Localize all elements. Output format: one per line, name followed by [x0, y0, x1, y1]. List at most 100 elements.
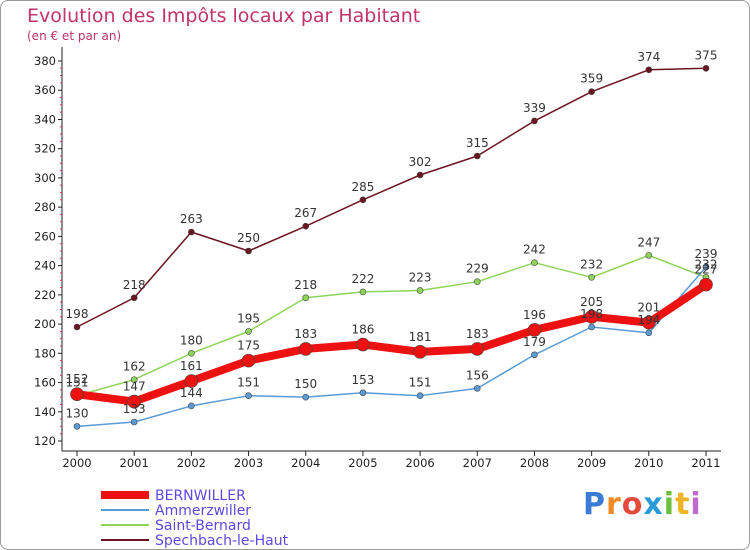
- data-point: [302, 294, 310, 302]
- data-label: 315: [466, 136, 489, 150]
- data-point: [527, 323, 542, 337]
- data-label: 339: [523, 101, 546, 115]
- x-tick-label: 2001: [120, 456, 149, 470]
- data-label: 263: [180, 212, 203, 226]
- data-label: 153: [351, 373, 374, 387]
- data-label: 130: [66, 406, 89, 420]
- data-point: [70, 387, 84, 402]
- data-label: 242: [523, 243, 546, 257]
- x-tick-label: 2010: [634, 456, 663, 470]
- data-point: [245, 392, 252, 399]
- data-point: [699, 277, 713, 292]
- data-point: [127, 394, 141, 409]
- logo-letter: x: [643, 487, 664, 522]
- y-tick-label: 120: [34, 434, 56, 448]
- data-label: 180: [180, 333, 203, 347]
- y-tick-label: 180: [34, 346, 56, 360]
- legend-label: Saint-Bernard: [155, 518, 251, 534]
- chart-subtitle: (en € et par an): [27, 29, 122, 43]
- data-point: [188, 350, 195, 357]
- legend-label: BERNWILLER: [155, 488, 246, 504]
- y-tick-label: 320: [34, 142, 56, 156]
- data-label: 247: [637, 235, 660, 249]
- data-label: 239: [695, 247, 718, 261]
- data-label: 285: [351, 180, 374, 194]
- x-tick-label: 2005: [348, 456, 377, 470]
- data-point: [531, 351, 538, 359]
- data-label: 196: [523, 308, 546, 322]
- y-tick-label: 240: [34, 259, 56, 273]
- data-label: 147: [123, 380, 146, 394]
- data-point: [245, 328, 252, 335]
- data-label: 374: [637, 50, 660, 64]
- legend-label: Spechbach-le-Haut: [155, 533, 289, 549]
- data-label: 302: [409, 155, 432, 169]
- chart-title: Evolution des Impôts locaux par Habitant: [27, 5, 421, 27]
- data-label: 175: [237, 339, 260, 353]
- data-label: 144: [180, 386, 203, 400]
- data-label: 183: [294, 327, 317, 341]
- data-point: [184, 374, 199, 388]
- y-tick-label: 160: [34, 376, 56, 390]
- logo-letter: r: [606, 487, 622, 522]
- x-tick-label: 2000: [62, 456, 91, 470]
- data-point: [188, 402, 195, 410]
- data-point: [470, 342, 485, 356]
- data-label: 198: [580, 307, 603, 321]
- data-label: 229: [466, 262, 489, 276]
- data-label: 223: [409, 270, 432, 284]
- data-label: 222: [351, 272, 374, 286]
- data-point: [416, 392, 424, 399]
- data-label: 227: [695, 263, 718, 277]
- x-tick-label: 2007: [463, 456, 492, 470]
- logo-letter: P: [583, 487, 606, 522]
- data-label: 359: [580, 72, 603, 86]
- y-tick-label: 280: [34, 200, 56, 214]
- data-point: [413, 345, 427, 359]
- data-point: [416, 171, 424, 179]
- data-label: 133: [123, 402, 146, 416]
- y-tick-label: 200: [34, 317, 56, 331]
- data-label: 186: [351, 323, 374, 337]
- data-label: 267: [294, 206, 317, 220]
- x-tick-label: 2006: [405, 456, 434, 470]
- logo-letter: i: [690, 487, 702, 522]
- data-point: [130, 418, 138, 426]
- data-label: 156: [466, 368, 489, 382]
- data-point: [588, 274, 595, 281]
- data-label: 250: [237, 231, 260, 245]
- data-point: [702, 65, 710, 72]
- y-tick-label: 380: [34, 54, 56, 68]
- data-point: [584, 309, 599, 324]
- logo-letter: t: [675, 487, 691, 522]
- data-label: 218: [123, 278, 146, 292]
- data-label: 198: [66, 307, 89, 321]
- data-point: [188, 228, 195, 236]
- y-tick-label: 340: [34, 112, 56, 126]
- legend-label: Ammerzwiller: [155, 503, 251, 519]
- series-line-ammerzwiller: [76, 266, 707, 428]
- data-point: [416, 287, 424, 294]
- data-point: [359, 196, 367, 204]
- data-point: [356, 337, 370, 352]
- data-label: 205: [580, 295, 603, 309]
- data-point: [702, 263, 710, 271]
- data-label: 151: [237, 376, 260, 390]
- y-tick-label: 260: [34, 229, 56, 243]
- y-tick-label: 220: [34, 288, 56, 302]
- data-point: [645, 252, 653, 259]
- data-label: 218: [294, 278, 317, 292]
- data-point: [73, 323, 81, 331]
- data-label: 181: [409, 330, 432, 344]
- series-line-saint-bernard: [76, 254, 707, 397]
- y-tick-label: 360: [34, 83, 56, 97]
- data-point: [645, 66, 653, 74]
- data-point: [130, 376, 138, 383]
- x-tick-label: 2008: [520, 456, 549, 470]
- data-label: 232: [580, 257, 603, 271]
- data-point: [359, 389, 367, 397]
- data-label: 232: [695, 257, 718, 271]
- data-point: [588, 323, 595, 331]
- data-point: [302, 222, 310, 230]
